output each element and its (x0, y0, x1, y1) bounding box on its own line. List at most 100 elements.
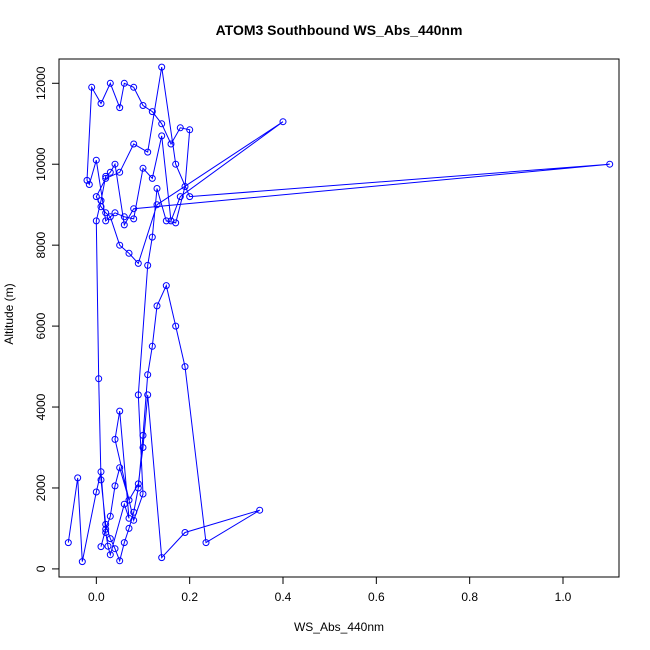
data-point (186, 126, 194, 134)
data-point (176, 124, 184, 132)
data-point (106, 213, 114, 221)
x-tick-label: 0.8 (461, 590, 478, 604)
series-line (67, 67, 610, 563)
data-point (92, 193, 100, 201)
data-point (102, 217, 110, 225)
chart-title: ATOM3 Southbound WS_Abs_440nm (216, 22, 463, 38)
data-point (167, 140, 175, 148)
data-point (125, 249, 133, 257)
data-point (130, 516, 138, 524)
data-point (148, 342, 156, 350)
data-point (88, 83, 96, 91)
x-axis: 0.0 0.2 0.4 0.6 0.8 1.0 (88, 576, 572, 604)
data-point (104, 542, 112, 550)
data-point (120, 539, 128, 547)
x-tick-label: 0.2 (181, 590, 198, 604)
y-tick-label: 10000 (34, 147, 48, 181)
data-point (162, 282, 170, 290)
data-point (111, 435, 119, 443)
data-point (97, 197, 105, 205)
data-point (148, 108, 156, 116)
data-point (116, 557, 124, 565)
data-point (125, 514, 133, 522)
data-point (162, 217, 170, 225)
data-point (106, 168, 114, 176)
data-point (102, 209, 110, 217)
data-point (95, 375, 103, 383)
data-point (97, 468, 105, 476)
y-axis: 0 2000 4000 6000 8000 10000 12000 (34, 66, 60, 572)
data-point (186, 193, 194, 201)
y-tick-label: 6000 (34, 312, 48, 339)
data-point (139, 490, 147, 498)
data-point (144, 261, 152, 269)
data-point (116, 407, 124, 415)
data-point (153, 302, 161, 310)
data-point (181, 529, 189, 536)
data-point (153, 201, 161, 209)
data-point (106, 79, 114, 87)
data-point (102, 529, 110, 536)
data-point (139, 164, 147, 172)
data-point (83, 176, 91, 184)
data-point (106, 535, 114, 543)
data-point (134, 484, 142, 492)
x-tick-label: 0.0 (88, 590, 105, 604)
data-point (148, 233, 156, 241)
plot-frame (58, 58, 620, 578)
data-point (202, 539, 210, 547)
data-point (102, 520, 110, 528)
data-point (172, 160, 180, 168)
data-point (116, 241, 124, 249)
data-point (85, 181, 93, 188)
data-point (134, 391, 142, 399)
data-point (120, 213, 128, 221)
data-point (176, 193, 184, 201)
data-point (158, 120, 166, 128)
data-point (144, 371, 152, 379)
data-point (130, 83, 138, 91)
data-point (130, 508, 138, 516)
data-point (102, 172, 110, 180)
data-point (111, 482, 119, 490)
y-tick-label: 12000 (34, 66, 48, 100)
data-point (106, 512, 114, 520)
data-point (153, 185, 161, 192)
x-tick-label: 0.6 (368, 590, 385, 604)
data-point (167, 217, 175, 225)
data-point (130, 215, 138, 223)
data-point (120, 221, 128, 229)
data-point (97, 100, 105, 107)
data-point (134, 259, 142, 267)
data-point (181, 183, 189, 190)
data-point (139, 431, 147, 439)
data-point (64, 539, 72, 547)
data-point (172, 219, 180, 227)
data-point (144, 391, 152, 399)
data-point (111, 545, 119, 553)
x-tick-label: 0.4 (275, 590, 292, 604)
data-point (148, 174, 156, 182)
data-point (97, 543, 105, 551)
data-point (606, 160, 614, 168)
data-point (116, 168, 124, 176)
data-point (116, 104, 124, 112)
data-point (158, 132, 166, 140)
y-axis-label: Altitude (m) (2, 283, 16, 344)
data-point (125, 524, 133, 532)
data-point (102, 174, 110, 182)
data-point (158, 554, 166, 562)
plot-area (64, 63, 614, 566)
data-point (120, 500, 128, 508)
data-point (111, 160, 119, 168)
data-point (144, 148, 152, 156)
data-point (139, 102, 147, 109)
data-point (78, 558, 86, 566)
data-point (111, 209, 119, 217)
data-point (256, 506, 264, 514)
y-tick-label: 4000 (34, 393, 48, 420)
data-point (139, 444, 147, 451)
y-tick-label: 8000 (34, 231, 48, 258)
data-point (134, 480, 142, 488)
